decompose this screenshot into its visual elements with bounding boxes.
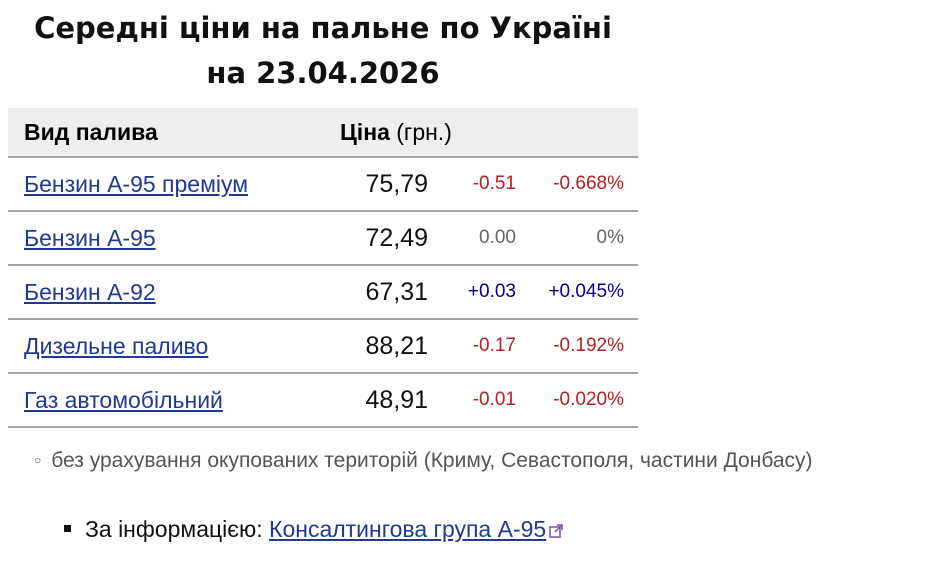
external-link-icon [549, 524, 563, 538]
price: 72,49 [340, 211, 428, 266]
source: За інформацією: Консалтингова група А-95 [64, 516, 563, 543]
table-row: Бензин А-95 72,49 0.00 0% [8, 211, 638, 266]
price: 67,31 [340, 265, 428, 320]
price: 88,21 [340, 319, 428, 374]
page-title: Середні ціни на пальне по Україні на 23.… [34, 11, 612, 90]
table-header: Вид палива Ціна (грн.) [8, 108, 638, 158]
price-change: -0.17 [428, 319, 516, 374]
header-fuel: Вид палива [8, 108, 340, 158]
square-bullet-icon [64, 525, 71, 532]
fuel-link[interactable]: Бензин А-95 [24, 224, 156, 251]
price-change: -0.51 [428, 157, 516, 212]
percent-change: 0% [516, 211, 638, 266]
table-row: Бензин А-95 преміум 75,79 -0.51 -0.668% [8, 157, 638, 212]
price-change: -0.01 [428, 373, 516, 428]
price: 75,79 [340, 157, 428, 212]
percent-change: -0.192% [516, 319, 638, 374]
table-row: Газ автомобільний 48,91 -0.01 -0.020% [8, 373, 638, 428]
percent-change: +0.045% [516, 265, 638, 320]
fuel-price-table: Вид палива Ціна (грн.) Бензин А-95 премі… [8, 108, 638, 428]
table-row: Дизельне паливо 88,21 -0.17 -0.192% [8, 319, 638, 374]
circle-bullet-icon: ○ [34, 453, 42, 467]
price-change: 0.00 [428, 211, 516, 266]
price: 48,91 [340, 373, 428, 428]
note: ○ без урахування окупованих територій (Кр… [34, 449, 813, 472]
header-price: Ціна (грн.) [340, 108, 638, 158]
fuel-link[interactable]: Бензин А-95 преміум [24, 170, 249, 197]
table-row: Бензин А-92 67,31 +0.03 +0.045% [8, 265, 638, 320]
source-link[interactable]: Консалтингова група А-95 [269, 516, 547, 542]
fuel-link[interactable]: Бензин А-92 [24, 278, 156, 305]
percent-change: -0.668% [516, 157, 638, 212]
fuel-link[interactable]: Газ автомобільний [24, 386, 223, 413]
price-change: +0.03 [428, 265, 516, 320]
percent-change: -0.020% [516, 373, 638, 428]
fuel-link[interactable]: Дизельне паливо [24, 332, 209, 359]
